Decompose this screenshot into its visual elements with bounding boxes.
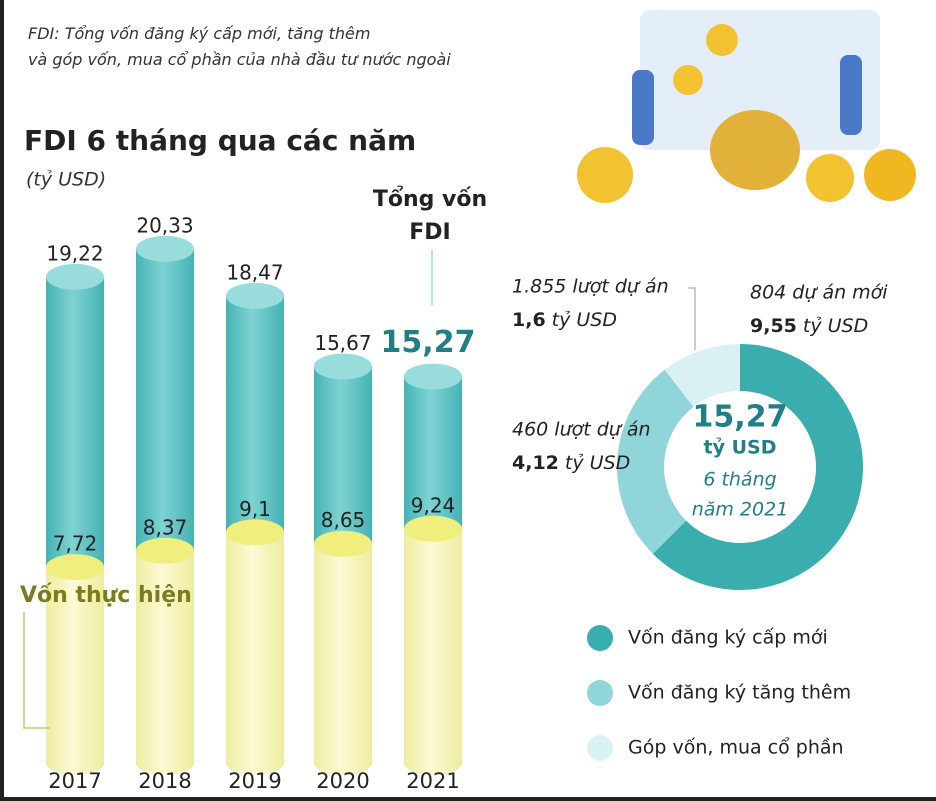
person [632,70,654,145]
coin [577,147,633,203]
value-label: 15,27 [381,325,476,360]
value-label: 1,6 tỷ USD [512,309,617,331]
x-tick-label: 2021 [406,769,459,793]
center-text: tỷ USD [704,437,777,459]
value-label: 4,12 tỷ USD [512,452,630,474]
cylinder [314,543,372,775]
center-text: năm 2021 [692,499,789,521]
value-label: 8,65 [321,508,366,532]
center-text: 6 tháng [703,469,776,491]
value-label: 9,55 tỷ USD [750,315,868,337]
legend-swatch [587,680,613,706]
cylinder-top [226,519,284,546]
project-label: 804 dự án mới [750,282,888,304]
cylinder-top [136,235,194,262]
cylinder-top [136,537,194,564]
coin [806,154,854,202]
donut-slice [652,344,863,591]
coin [673,65,703,95]
note: FDI: Tổng vốn đăng ký cấp mới, tăng thêm… [28,24,451,69]
illustration [577,10,916,203]
leader [688,287,696,350]
x-tick-label: 2019 [228,769,281,793]
cylinder-top [404,363,462,390]
donut-slice [617,369,694,554]
cylinder [226,532,284,775]
legend-label: Góp vốn, mua cổ phần [628,737,844,759]
series-label: Vốn thực hiện [20,583,192,608]
money-bag [710,110,800,190]
leader [23,612,50,729]
cylinder-top [314,530,372,557]
center-text: 15,27 [693,400,788,435]
project-label: 1.855 lượt dự án [512,276,669,298]
value-label: 15,67 [314,331,371,355]
cylinder-top [314,353,372,380]
person [840,55,862,135]
value-label: 8,37 [143,515,188,539]
chart-title: FDI 6 tháng qua các năm [24,124,416,157]
cylinder-top [226,282,284,309]
donut-slice [664,344,740,407]
chart-subtitle: (tỷ USD) [26,169,106,191]
value-label: 19,22 [46,241,103,265]
value-label: 18,47 [226,260,283,284]
x-tick-label: 2020 [316,769,369,793]
cylinder [46,567,104,775]
coin [864,149,916,201]
value-label: 9,24 [411,493,456,517]
screen [640,10,880,150]
frame-left [0,0,4,801]
series-label: Tổng vốn FDI [373,186,487,245]
legend-swatch [587,735,613,761]
legend-swatch [587,625,613,651]
cylinder [136,550,194,775]
cylinder-top [46,263,104,290]
x-tick-label: 2017 [48,769,101,793]
frame-bottom [0,797,936,801]
legend-label: Vốn đăng ký tăng thêm [628,682,851,704]
value-label: 9,1 [239,497,271,521]
legend-label: Vốn đăng ký cấp mới [628,627,828,649]
cylinder-top [46,554,104,581]
coin [706,24,738,56]
cylinder-top [404,515,462,542]
x-tick-label: 2018 [138,769,191,793]
value-label: 7,72 [53,532,98,556]
project-label: 460 lượt dự án [512,419,651,441]
value-label: 20,33 [136,213,193,237]
cylinder [404,528,462,775]
